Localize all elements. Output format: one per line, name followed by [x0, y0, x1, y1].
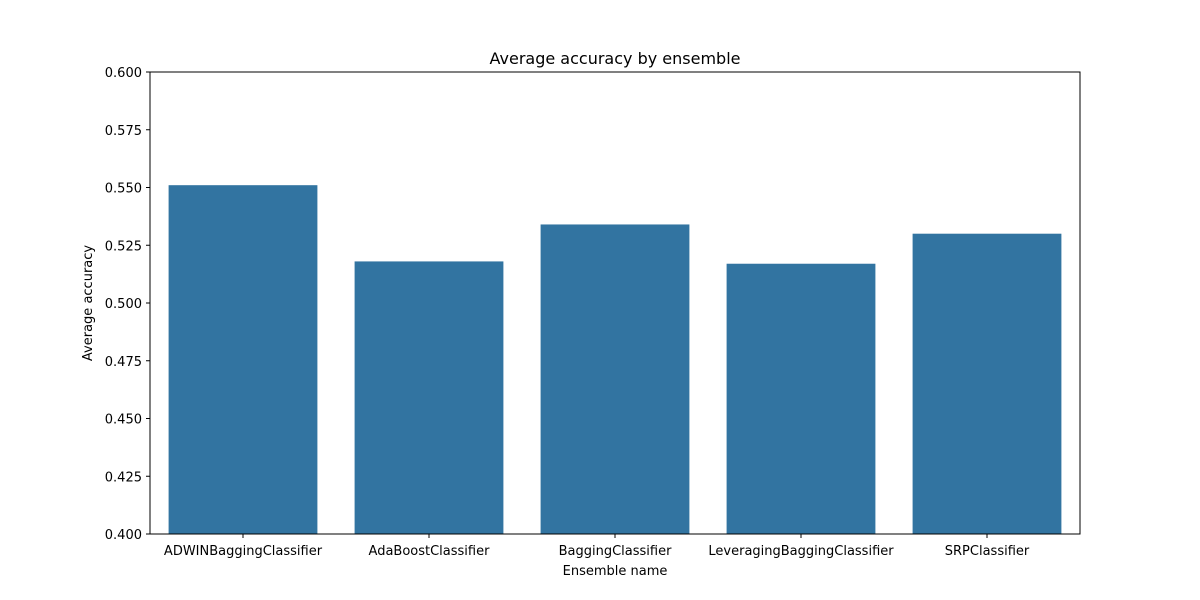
bars-group	[168, 185, 1062, 534]
chart-title: Average accuracy by ensemble	[490, 49, 741, 68]
bar-ADWINBaggingClassifier	[168, 185, 318, 534]
y-tick-label: 0.525	[105, 239, 142, 254]
y-tick-label: 0.400	[105, 528, 142, 543]
x-axis-title: Ensemble name	[563, 564, 668, 579]
bar-AdaBoostClassifier	[354, 261, 504, 534]
bar-BaggingClassifier	[540, 224, 690, 534]
x-tick-label: LeveragingBaggingClassifier	[708, 544, 894, 559]
y-tick-label: 0.500	[105, 297, 142, 312]
bar-SRPClassifier	[912, 233, 1062, 534]
y-tick-label: 0.575	[105, 124, 142, 139]
y-axis-title: Average accuracy	[81, 245, 96, 361]
x-tick-label: AdaBoostClassifier	[369, 544, 491, 559]
x-tick-label: SRPClassifier	[945, 544, 1030, 559]
y-tick-label: 0.475	[105, 355, 142, 370]
bar-LeveragingBaggingClassifier	[726, 263, 876, 534]
y-tick-label: 0.450	[105, 413, 142, 428]
x-axis: ADWINBaggingClassifier AdaBoostClassifier…	[164, 534, 1030, 559]
y-tick-label: 0.550	[105, 182, 142, 197]
x-tick-label: BaggingClassifier	[559, 544, 672, 559]
y-axis: 0.400 0.425 0.450 0.475 0.500 0.525 0.550 0.575…	[105, 66, 150, 543]
y-tick-label: 0.425	[105, 470, 142, 485]
y-tick-label: 0.600	[105, 66, 142, 81]
x-tick-label: ADWINBaggingClassifier	[164, 544, 323, 559]
